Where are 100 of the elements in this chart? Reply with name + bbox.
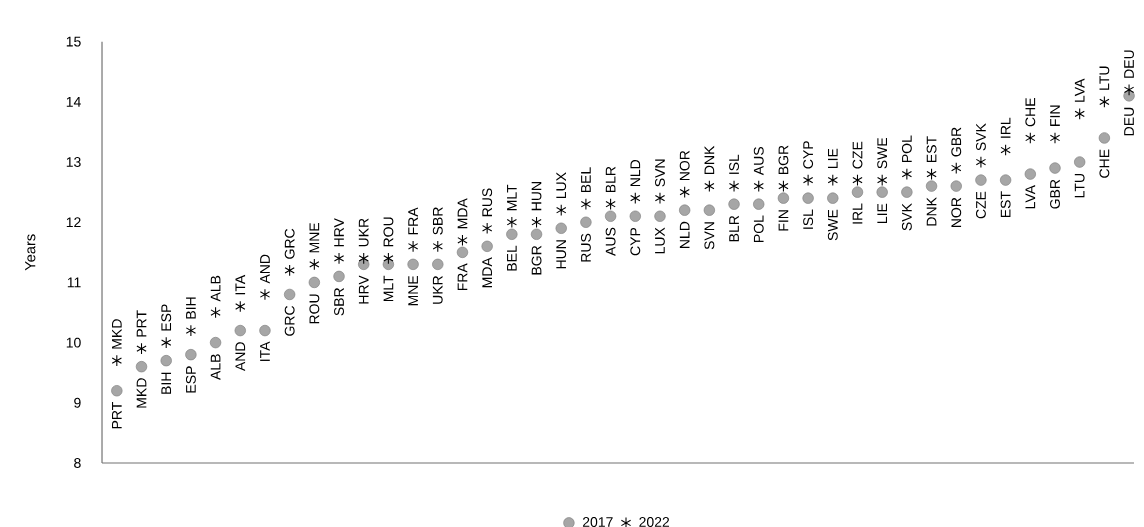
data-label: DNK: [704, 145, 715, 175]
point: [778, 180, 789, 192]
legend-label: 2017: [582, 517, 613, 527]
point: [654, 210, 666, 222]
point: [753, 180, 764, 192]
data-label: BEL: [581, 167, 591, 193]
data-label: FIN: [778, 210, 789, 231]
data-label: AUS: [753, 147, 764, 176]
data-label: FRA: [457, 263, 468, 291]
point: [506, 216, 517, 229]
point: [951, 162, 962, 174]
point: [975, 156, 987, 168]
point: [432, 258, 444, 271]
point: [630, 192, 641, 205]
data-label: ALB: [210, 354, 221, 380]
point: [802, 174, 814, 186]
point: [506, 228, 518, 240]
data-label: ESP: [161, 304, 172, 331]
point: [259, 324, 271, 337]
point: [901, 186, 913, 198]
point: [530, 228, 543, 240]
point: [901, 168, 913, 180]
data-label: UKR: [432, 275, 443, 304]
data-label: GBR: [951, 127, 962, 157]
data-label: HUN: [556, 240, 567, 269]
data-label: SVK: [901, 203, 912, 231]
data-label: LVA: [1074, 78, 1085, 102]
data-label: CYP: [630, 227, 641, 256]
point: [309, 258, 320, 271]
data-label: LIE: [877, 203, 887, 223]
point: [358, 252, 369, 265]
point: [999, 174, 1012, 186]
data-label: ITA: [260, 341, 270, 361]
data-label: UKR: [358, 218, 369, 247]
point: [580, 198, 592, 211]
point: [1123, 83, 1135, 96]
point: [481, 240, 493, 252]
data-label: DNK: [926, 197, 937, 226]
data-label: GRC: [284, 305, 295, 336]
point: [1074, 108, 1085, 120]
y-tick-label: 10: [66, 337, 81, 348]
y-tick-label: 11: [67, 277, 81, 288]
data-label: FIN: [1050, 105, 1060, 126]
point: [407, 240, 419, 253]
data-label: SVN: [704, 222, 715, 250]
data-label: EST: [1000, 191, 1011, 218]
point: [185, 348, 197, 361]
point: [827, 174, 838, 186]
data-label: GRC: [284, 228, 295, 259]
data-label: LTU: [1074, 174, 1085, 198]
data-label: BGR: [531, 245, 542, 275]
data-label: NLD: [630, 159, 641, 187]
y-tick-label: 12: [66, 217, 81, 228]
y-tick-label: 13: [66, 157, 81, 168]
data-label: PRT: [136, 310, 147, 337]
point: [925, 180, 938, 192]
point: [209, 336, 222, 349]
point: [975, 174, 987, 186]
point: [926, 168, 937, 180]
point: [1025, 132, 1036, 144]
point: [1098, 132, 1111, 144]
point: [284, 264, 295, 277]
data-label: LIE: [828, 148, 838, 169]
point: [333, 270, 345, 283]
point: [457, 234, 468, 247]
data-label: LUX: [655, 227, 665, 254]
point: [728, 198, 740, 210]
y-axis-title: Years: [25, 234, 36, 271]
point: [111, 385, 123, 397]
data-label: ISL: [803, 209, 814, 229]
y-tick-label: 8: [74, 458, 81, 468]
data-label: RUS: [580, 233, 591, 262]
data-label: SBR: [432, 207, 443, 235]
data-label: SWE: [877, 137, 888, 169]
point: [407, 258, 419, 271]
y-tick-label: 14: [66, 97, 81, 107]
data-label: LVA: [1025, 185, 1036, 209]
data-label: MKD: [112, 319, 122, 349]
data-label: CHE: [1099, 149, 1110, 178]
data-label: LTU: [1099, 66, 1110, 90]
point: [1049, 132, 1061, 144]
data-label: SBR: [334, 287, 344, 316]
data-label: NOR: [951, 197, 962, 228]
data-label: FRA: [408, 207, 418, 235]
data-label: NOR: [679, 150, 690, 181]
data-label: MNE: [309, 222, 320, 253]
point: [482, 222, 493, 235]
data-label: MLT: [383, 275, 394, 302]
point: [259, 288, 271, 301]
point: [728, 180, 740, 192]
data-label: AUS: [605, 227, 616, 256]
data-label: SVK: [975, 123, 986, 151]
point: [136, 342, 147, 355]
point: [555, 222, 567, 234]
data-label: IRL: [1000, 117, 1011, 138]
point: [161, 336, 172, 349]
point: [852, 174, 863, 186]
point: [531, 216, 542, 229]
point: [777, 192, 790, 204]
data-label: PRT: [112, 402, 122, 429]
